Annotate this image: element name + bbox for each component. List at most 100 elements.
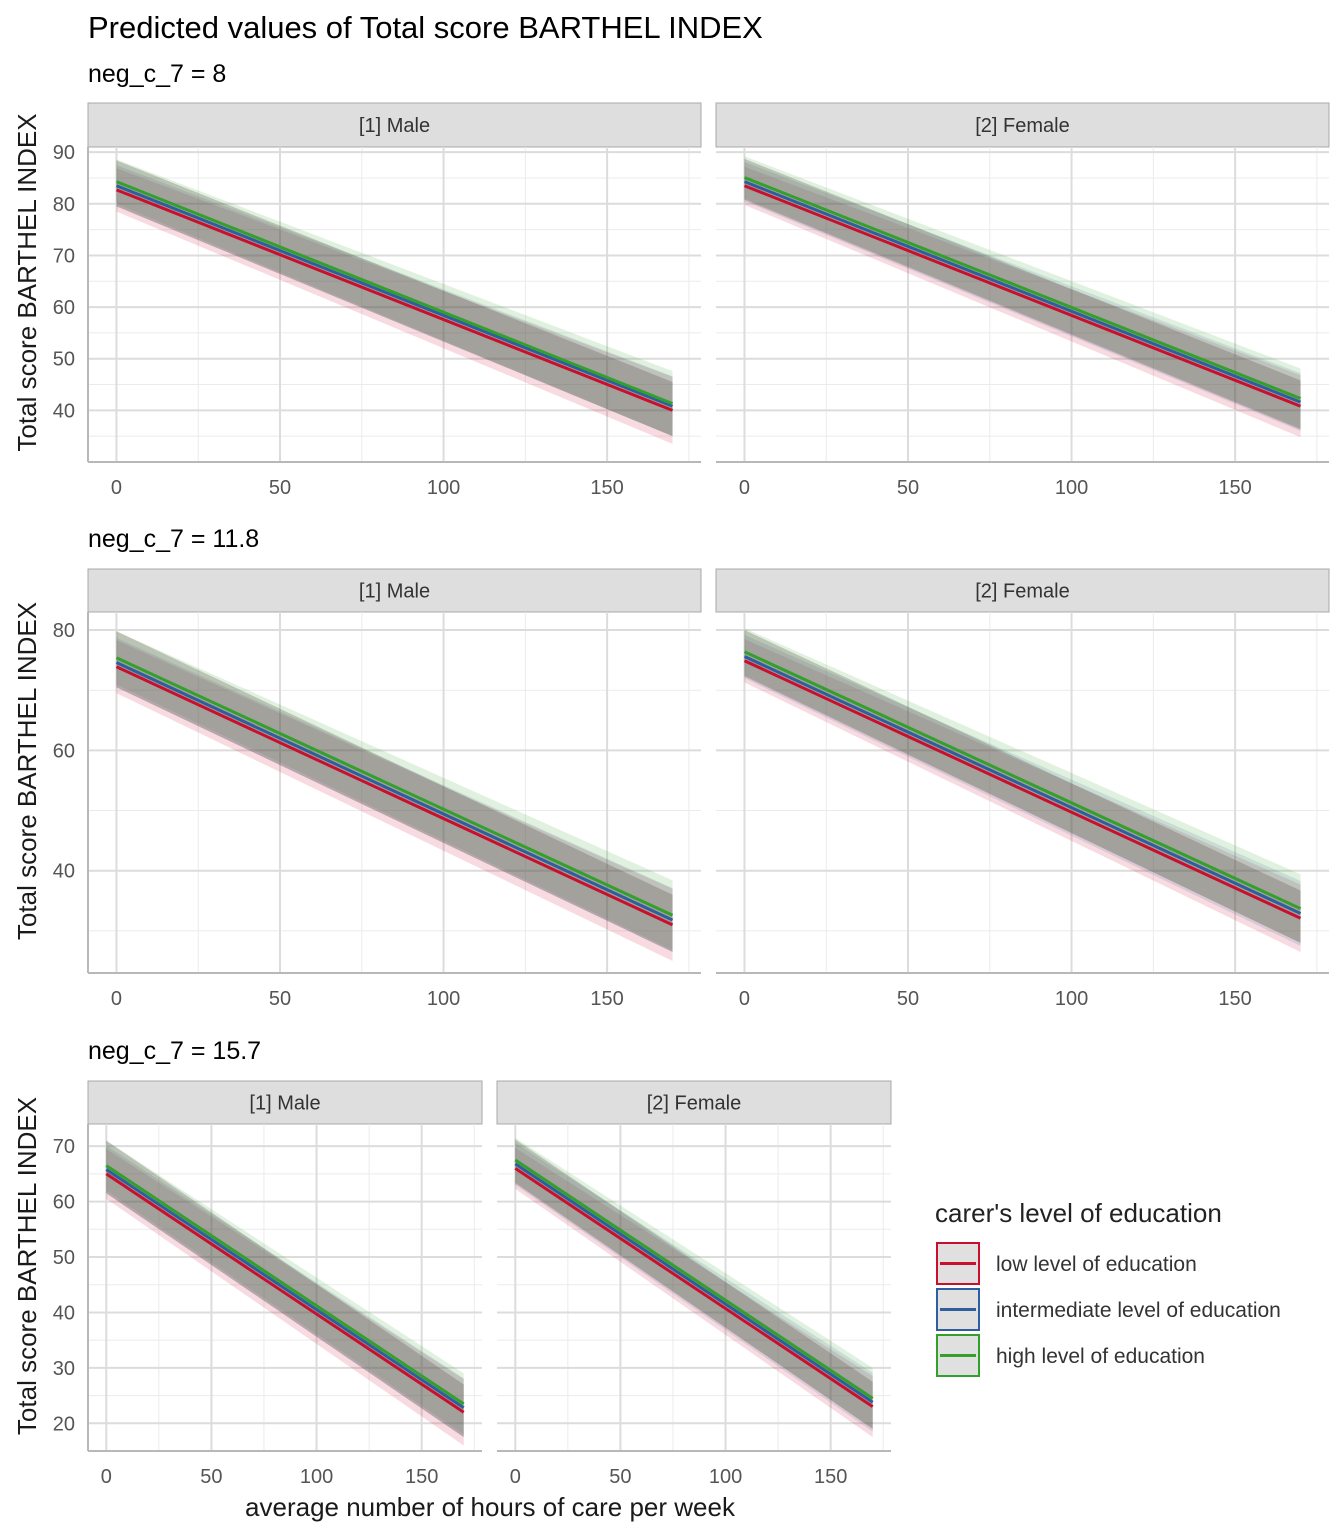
panel: [1] Male 0 50 100 150 40 60 80 — [53, 568, 702, 1010]
legend-item: intermediate level of education — [936, 1288, 1281, 1331]
x-tick-label: 50 — [200, 1466, 222, 1488]
series-line — [743, 655, 1302, 915]
x-tick-label: 0 — [111, 477, 122, 499]
x-tick-label: 150 — [405, 1466, 438, 1488]
x-tick-label: 100 — [1055, 988, 1088, 1010]
x-tick-label: 150 — [590, 477, 623, 499]
panel: [2] Female 0 50 100 150 — [496, 1080, 892, 1488]
facet-strip — [87, 568, 702, 613]
facet-label: [2] Female — [975, 115, 1069, 137]
confidence-band-overlap — [116, 160, 673, 437]
series-line — [105, 1172, 465, 1414]
y-axis-title: Total score BARTHEL INDEX — [12, 1097, 42, 1435]
series-line — [115, 188, 674, 412]
legend-title: carer's level of education — [935, 1198, 1222, 1228]
x-tick-label: 100 — [709, 1466, 742, 1488]
legend-items: low level of education intermediate level… — [936, 1242, 1281, 1377]
facet-strip — [87, 102, 702, 148]
facet-strip — [496, 1080, 892, 1125]
y-tick-label: 40 — [53, 1302, 75, 1324]
x-tick-label: 50 — [609, 1466, 631, 1488]
y-tick-label: 80 — [53, 194, 75, 216]
facet-strip — [715, 102, 1330, 148]
facet-strip — [87, 1080, 483, 1125]
series-line — [115, 180, 674, 406]
legend-item: high level of education — [936, 1334, 1205, 1377]
x-tick-label: 0 — [739, 477, 750, 499]
y-tick-label: 60 — [53, 297, 75, 319]
series-line — [514, 1167, 874, 1408]
facet-label: [1] Male — [359, 115, 430, 137]
legend-label: low level of education — [996, 1253, 1197, 1276]
facet-label: [1] Male — [249, 1093, 320, 1115]
x-tick-label: 100 — [1055, 477, 1088, 499]
x-tick-label: 0 — [101, 1466, 112, 1488]
y-axis-title: Total score BARTHEL INDEX — [12, 113, 42, 451]
panel: [2] Female 0 50 100 150 — [715, 568, 1330, 1010]
y-tick-label: 50 — [53, 349, 75, 371]
y-tick-label: 60 — [53, 740, 75, 762]
facet-rows: neg_c_7 = 8 Total score BARTHEL INDEX [1] … — [12, 60, 1330, 1488]
x-tick-label: 100 — [300, 1466, 333, 1488]
x-tick-label: 50 — [897, 988, 919, 1010]
chart-title: Predicted values of Total score BARTHEL … — [88, 10, 763, 45]
x-tick-label: 150 — [590, 988, 623, 1010]
series-line — [514, 1162, 874, 1404]
x-tick-label: 150 — [1218, 988, 1251, 1010]
y-tick-label: 30 — [53, 1358, 75, 1380]
series-line — [105, 1168, 465, 1410]
y-tick-label: 90 — [53, 142, 75, 164]
y-axis-title: Total score BARTHEL INDEX — [12, 602, 42, 940]
series-line — [743, 659, 1302, 920]
series-line — [115, 661, 674, 922]
series-line — [743, 180, 1302, 404]
series-line — [115, 184, 674, 408]
series-line — [743, 184, 1302, 408]
series-line — [115, 656, 674, 917]
series-line — [105, 1164, 465, 1406]
confidence-band — [116, 640, 673, 961]
confidence-band — [116, 159, 673, 437]
series-line — [743, 650, 1302, 910]
x-tick-label: 50 — [269, 988, 291, 1010]
facet-strip — [715, 568, 1330, 613]
row-subtitle: neg_c_7 = 8 — [88, 60, 226, 88]
row-subtitle: neg_c_7 = 11.8 — [88, 525, 259, 553]
x-tick-label: 0 — [510, 1466, 521, 1488]
panel: [1] Male 0 50 100 150 20 30 40 50 60 70 — [53, 1080, 483, 1488]
series-line — [115, 665, 674, 927]
x-tick-label: 100 — [427, 477, 460, 499]
x-tick-label: 0 — [739, 988, 750, 1010]
panel: [2] Female 0 50 100 150 — [715, 102, 1330, 499]
legend-label: high level of education — [996, 1345, 1205, 1368]
facet-row: neg_c_7 = 8 Total score BARTHEL INDEX [1] … — [12, 60, 1330, 499]
y-tick-label: 60 — [53, 1192, 75, 1214]
legend: carer's level of education low level of … — [935, 1198, 1281, 1377]
y-tick-label: 80 — [53, 620, 75, 642]
x-tick-label: 50 — [897, 477, 919, 499]
x-axis-title: average number of hours of care per week — [245, 1492, 736, 1522]
legend-label: intermediate level of education — [996, 1299, 1281, 1322]
y-tick-label: 70 — [53, 1136, 75, 1158]
legend-item: low level of education — [936, 1242, 1197, 1285]
facet-label: [2] Female — [647, 1093, 741, 1115]
y-tick-label: 40 — [53, 861, 75, 883]
y-tick-label: 20 — [53, 1413, 75, 1435]
y-tick-label: 50 — [53, 1247, 75, 1269]
x-tick-label: 100 — [427, 988, 460, 1010]
facet-row: neg_c_7 = 15.7 Total score BARTHEL INDEX [… — [12, 1037, 892, 1488]
confidence-band-overlap — [744, 158, 1301, 430]
y-tick-label: 40 — [53, 400, 75, 422]
y-tick-label: 70 — [53, 245, 75, 267]
facet-row: neg_c_7 = 11.8 Total score BARTHEL INDEX [… — [12, 525, 1330, 1010]
series-line — [743, 176, 1302, 400]
row-subtitle: neg_c_7 = 15.7 — [88, 1037, 261, 1065]
facet-label: [1] Male — [359, 581, 430, 603]
x-tick-label: 150 — [814, 1466, 847, 1488]
x-tick-label: 50 — [269, 477, 291, 499]
facet-label: [2] Female — [975, 581, 1069, 603]
x-tick-label: 0 — [111, 988, 122, 1010]
confidence-band — [106, 1148, 464, 1446]
panel: [1] Male 0 50 100 150 40 50 60 70 80 90 — [53, 102, 702, 499]
